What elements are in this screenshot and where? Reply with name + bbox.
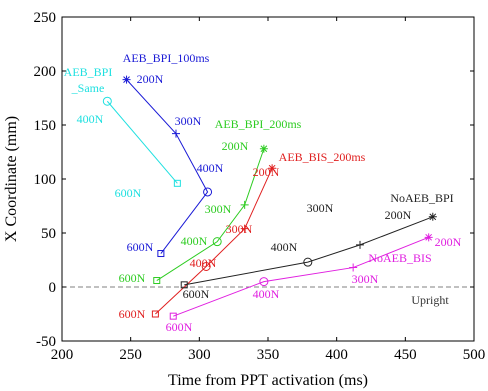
point-label: 600N: [115, 186, 142, 200]
series-line: [126, 79, 209, 254]
series-3: [151, 164, 277, 318]
series-1: [102, 96, 181, 187]
x-tick-label: 350: [257, 347, 280, 363]
series-name-label: AEB_BPI_100ms: [123, 51, 210, 65]
point-label: 400N: [190, 256, 217, 270]
x-tick-label: 200: [51, 347, 74, 363]
data-point-star: [424, 233, 433, 242]
data-point-circle: [303, 257, 313, 267]
y-axis-label: X Coordinate (mm): [3, 116, 20, 242]
data-point-plus: [240, 200, 249, 209]
data-point-star: [268, 164, 277, 173]
data-point-plus: [171, 129, 180, 138]
x-tick-label: 250: [119, 347, 142, 363]
series-name-label: AEB_BIS_200ms: [279, 150, 366, 164]
data-point-circle: [102, 96, 112, 106]
x-tick-label: 300: [188, 347, 211, 363]
point-label: 600N: [127, 240, 154, 254]
data-point-star: [122, 75, 131, 84]
point-label: 600N: [119, 307, 146, 321]
data-point-star: [259, 144, 268, 153]
point-label: 300N: [352, 272, 379, 286]
data-point-plus: [356, 240, 365, 249]
data-point-circle: [212, 237, 222, 247]
point-label: 400N: [77, 112, 104, 126]
upright-label: Upright: [411, 293, 449, 307]
y-tick-label: 100: [34, 172, 57, 188]
series-line: [156, 148, 265, 281]
point-label: 200N: [253, 165, 280, 179]
series-name-label: AEB_BPI_200ms: [215, 117, 302, 131]
y-tick-label: 250: [34, 10, 57, 26]
series-5: [169, 233, 433, 320]
series-2: [153, 144, 268, 285]
data-point-square: [173, 179, 181, 187]
data-point-plus: [240, 224, 249, 233]
point-label: 400N: [181, 234, 208, 248]
series-0: [122, 75, 213, 258]
data-point-star: [428, 212, 437, 221]
y-tick-label: 0: [49, 280, 57, 296]
series-4: [180, 212, 437, 289]
series-line: [184, 216, 433, 286]
y-tick-label: 150: [34, 118, 57, 134]
y-tick-label: -50: [36, 334, 56, 350]
series-layer: [102, 75, 437, 320]
x-axis-label: Time from PPT activation (ms): [168, 372, 368, 389]
y-tick-label: 50: [41, 226, 56, 242]
series-line: [173, 236, 429, 317]
data-point-circle: [201, 261, 211, 271]
point-label: 300N: [205, 202, 232, 216]
x-tick-label: 450: [394, 347, 417, 363]
data-point-square: [180, 281, 188, 289]
point-label: 300N: [175, 114, 202, 128]
point-label: 200N: [222, 139, 249, 153]
series-name-label: NoAEB_BPI: [390, 191, 453, 205]
point-label: 400N: [271, 240, 298, 254]
data-point-square: [157, 250, 165, 258]
series-name-label: NoAEB_BIS: [368, 251, 431, 265]
point-label: 200N: [435, 235, 462, 249]
series-name-label: _Same: [71, 81, 105, 95]
series-name-label: AEB_BPI: [64, 65, 113, 79]
data-point-square: [151, 310, 159, 318]
point-label: 600N: [183, 287, 210, 301]
point-label: 400N: [197, 161, 224, 175]
data-point-circle: [259, 277, 269, 287]
x-tick-label: 400: [325, 347, 348, 363]
annotation-layer: 200N 300N 400N 600N AEB_BPI_100ms 400N 600N AEB…: [64, 51, 462, 334]
point-label: 300N: [307, 201, 334, 215]
series-line: [155, 167, 273, 315]
x-tick-label: 500: [463, 347, 486, 363]
point-label: 600N: [119, 271, 146, 285]
point-label: 200N: [385, 208, 412, 222]
data-point-circle: [203, 187, 213, 197]
data-point-square: [169, 312, 177, 320]
data-point-square: [153, 277, 161, 285]
axis-layer: 200 250 300 350 400 450 500 -50 0 50 100 150 200 250: [34, 10, 486, 363]
series-line: [106, 100, 178, 184]
point-label: 300N: [226, 222, 253, 236]
y-tick-label: 200: [34, 64, 57, 80]
point-label: 200N: [137, 72, 164, 86]
point-label: 600N: [166, 320, 193, 334]
point-label: 400N: [253, 287, 280, 301]
data-point-plus: [349, 263, 358, 272]
